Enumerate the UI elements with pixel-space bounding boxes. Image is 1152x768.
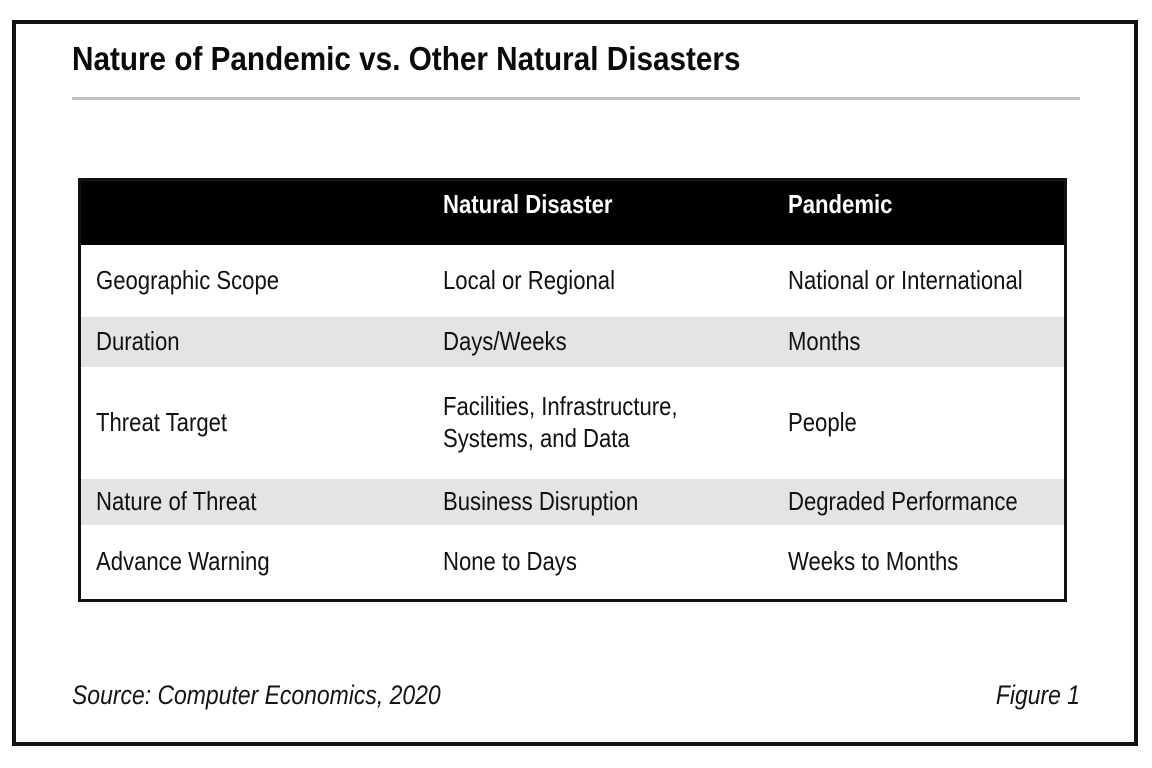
pandemic-value: People xyxy=(788,407,857,438)
title-divider xyxy=(72,97,1080,100)
natural-disaster-cell: Days/Weeks xyxy=(443,326,788,358)
natural-disaster-cell: Business Disruption xyxy=(443,486,788,518)
natural-disaster-value: None to Days xyxy=(443,546,577,577)
pandemic-value: Weeks to Months xyxy=(788,546,959,577)
figure-number-label: Figure 1 xyxy=(995,680,1080,710)
figure-footer: Source: Computer Economics, 2020 Figure … xyxy=(72,680,1080,711)
pandemic-cell: National or International xyxy=(788,265,1064,297)
row-label-cell: Threat Target xyxy=(81,407,443,439)
header-cell-pandemic: Pandemic xyxy=(788,181,1064,221)
row-label: Threat Target xyxy=(96,407,228,438)
row-label: Nature of Threat xyxy=(96,486,257,517)
table-row-geographic-scope: Geographic Scope Local or Regional Natio… xyxy=(81,245,1064,317)
pandemic-value: Degraded Performance xyxy=(788,486,1018,517)
natural-disaster-cell: Local or Regional xyxy=(443,265,788,297)
natural-disaster-cell: None to Days xyxy=(443,546,788,578)
table-row-advance-warning: Advance Warning None to Days Weeks to Mo… xyxy=(81,525,1064,599)
natural-disaster-value: Local or Regional xyxy=(443,265,616,296)
figure-title-text: Nature of Pandemic vs. Other Natural Dis… xyxy=(72,40,741,77)
pandemic-cell: Weeks to Months xyxy=(788,546,1064,578)
table-row-duration: Duration Days/Weeks Months xyxy=(81,317,1064,367)
natural-disaster-value: Business Disruption xyxy=(443,486,639,517)
natural-disaster-value: Facilities, Infrastructure, Systems, and… xyxy=(443,391,678,453)
pandemic-value: Months xyxy=(788,326,861,357)
header-pandemic-label: Pandemic xyxy=(788,189,893,219)
pandemic-value: National or International xyxy=(788,265,1023,296)
natural-disaster-value: Days/Weeks xyxy=(443,326,567,357)
row-label: Geographic Scope xyxy=(96,265,280,296)
comparison-table: Natural Disaster Pandemic Geographic Sco… xyxy=(78,178,1067,602)
row-label-cell: Geographic Scope xyxy=(81,265,443,297)
table-row-threat-target: Threat Target Facilities, Infrastructure… xyxy=(81,367,1064,479)
pandemic-cell: Months xyxy=(788,326,1064,358)
table-header-row: Natural Disaster Pandemic xyxy=(81,181,1064,245)
row-label-cell: Nature of Threat xyxy=(81,486,443,518)
header-cell-empty xyxy=(81,181,443,221)
header-cell-natural-disaster: Natural Disaster xyxy=(443,181,788,221)
row-label: Advance Warning xyxy=(96,546,270,577)
header-natural-disaster-label: Natural Disaster xyxy=(443,189,613,219)
row-label-cell: Advance Warning xyxy=(81,546,443,578)
row-label: Duration xyxy=(96,326,180,357)
row-label-cell: Duration xyxy=(81,326,443,358)
natural-disaster-cell: Facilities, Infrastructure, Systems, and… xyxy=(443,391,788,454)
figure-frame: Nature of Pandemic vs. Other Natural Dis… xyxy=(12,20,1138,746)
figure-title: Nature of Pandemic vs. Other Natural Dis… xyxy=(72,40,815,78)
pandemic-cell: Degraded Performance xyxy=(788,486,1064,518)
table-row-nature-of-threat: Nature of Threat Business Disruption Deg… xyxy=(81,479,1064,525)
source-text: Source: Computer Economics, 2020 xyxy=(72,680,441,710)
pandemic-cell: People xyxy=(788,407,1064,439)
